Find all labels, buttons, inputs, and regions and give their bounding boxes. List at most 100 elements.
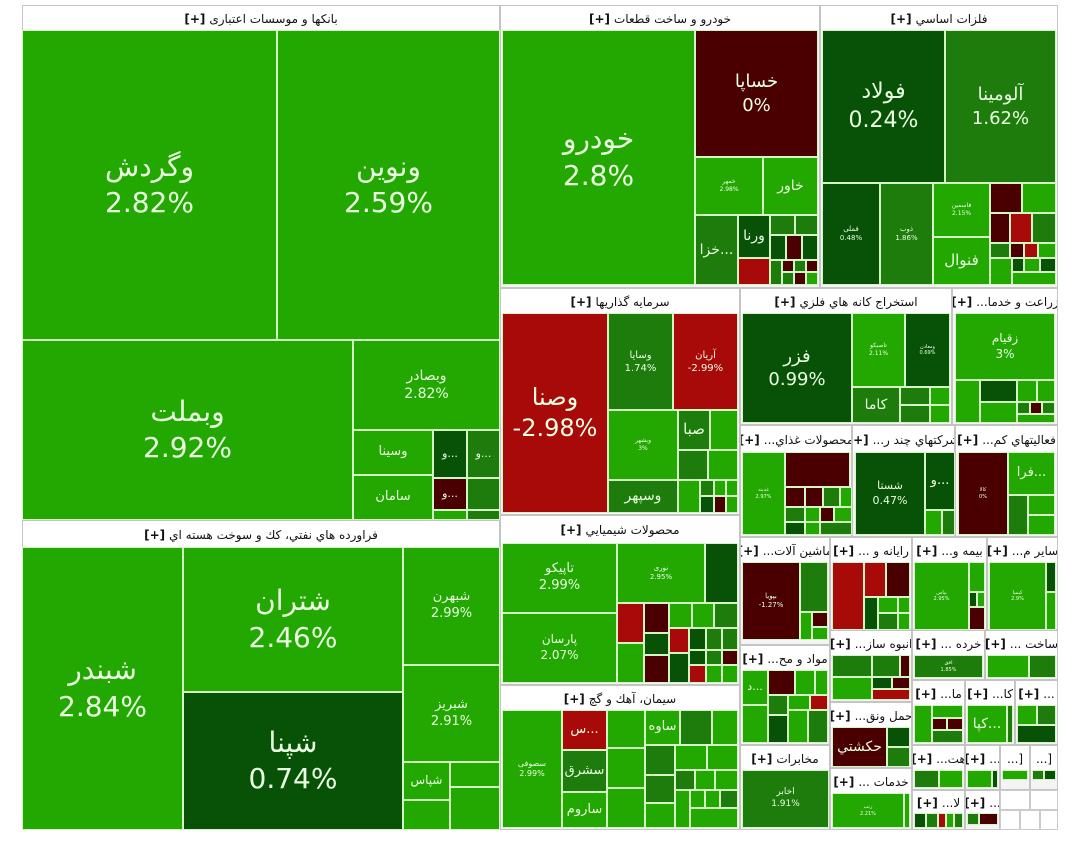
- stock-tile[interactable]: خاور: [763, 157, 818, 215]
- sector-header[interactable]: ساخت ... [+]: [986, 631, 1057, 656]
- stock-tile-small[interactable]: [690, 808, 738, 828]
- sector-header[interactable]: ...[+]: [966, 791, 999, 814]
- stock-tile-small[interactable]: [675, 745, 707, 770]
- stock-tile-small[interactable]: [832, 562, 864, 630]
- stock-tile-small[interactable]: [977, 592, 985, 607]
- stock-tile[interactable]: آلومینا 1.62%: [945, 30, 1056, 183]
- stock-tile[interactable]: شپاس: [403, 762, 450, 800]
- stock-tile-small[interactable]: [955, 380, 980, 423]
- stock-tile[interactable]: ذوب 1.86%: [880, 183, 933, 285]
- stock-tile-small[interactable]: [810, 695, 828, 710]
- stock-tile[interactable]: شبریز 2.91%: [403, 665, 500, 762]
- expand-sector-button[interactable]: [+]: [563, 691, 585, 706]
- stock-tile-small[interactable]: [967, 813, 979, 825]
- sector-header[interactable]: محصولات غذاي...[+]: [741, 426, 851, 453]
- expand-sector-button[interactable]: [+]: [915, 686, 937, 701]
- stock-tile-small[interactable]: [938, 813, 946, 828]
- stock-tile-small[interactable]: [1028, 515, 1055, 535]
- stock-tile[interactable]: [705, 543, 738, 603]
- expand-sector-button[interactable]: [+]: [560, 523, 582, 537]
- stock-tile-small[interactable]: [969, 607, 985, 630]
- stock-tile-small[interactable]: [706, 665, 722, 683]
- expand-sector-button[interactable]: [+]: [890, 11, 912, 26]
- stock-tile-small[interactable]: [805, 522, 820, 535]
- stock-tile-small[interactable]: [645, 803, 675, 828]
- stock-tile-small[interactable]: [823, 487, 840, 507]
- stock-tile-small[interactable]: [782, 272, 794, 285]
- stock-tile-small[interactable]: [1030, 402, 1042, 414]
- stock-tile-small[interactable]: [1017, 725, 1056, 743]
- stock-tile-small[interactable]: [886, 562, 910, 597]
- stock-tile-small[interactable]: [722, 650, 738, 665]
- stock-tile-small[interactable]: [1042, 402, 1055, 414]
- stock-tile-small[interactable]: [675, 790, 690, 828]
- expand-sector-button[interactable]: [+]: [916, 795, 938, 810]
- stock-tile-small[interactable]: [914, 705, 932, 743]
- stock-tile-small[interactable]: [794, 260, 806, 272]
- stock-tile-small[interactable]: [644, 655, 669, 683]
- stock-tile[interactable]: فولاد 0.24%: [822, 30, 945, 183]
- stock-tile[interactable]: کاما: [852, 387, 900, 423]
- stock-tile[interactable]: تاصیکو 2.11%: [852, 313, 905, 387]
- stock-tile-small[interactable]: [1010, 243, 1024, 258]
- stock-tile-small[interactable]: [864, 562, 886, 597]
- stock-tile[interactable]: بپاس 2.95%: [914, 562, 969, 630]
- stock-tile-small[interactable]: [800, 612, 812, 640]
- stock-tile-small[interactable]: [644, 603, 669, 633]
- stock-tile-small[interactable]: [726, 480, 738, 496]
- expand-sector-button[interactable]: [+]: [1018, 686, 1040, 701]
- stock-tile[interactable]: شبندر 2.84%: [22, 547, 183, 830]
- stock-tile[interactable]: وبصادر 2.82%: [353, 340, 500, 430]
- sector-header[interactable]: خودرو و ساخت قطعات [+]: [501, 6, 819, 31]
- stock-tile-small[interactable]: [806, 272, 818, 285]
- stock-tile[interactable]: و...: [467, 430, 500, 478]
- stock-tile-small[interactable]: [1017, 402, 1030, 414]
- stock-tile-small[interactable]: [785, 452, 850, 487]
- sector-header[interactable]: بيمه و... [+]: [913, 538, 986, 563]
- stock-tile-small[interactable]: [1007, 705, 1013, 743]
- stock-tile-small[interactable]: [669, 653, 689, 683]
- stock-tile-small[interactable]: [1017, 705, 1037, 725]
- stock-tile-small[interactable]: [715, 770, 738, 790]
- stock-tile-small[interactable]: [914, 770, 939, 788]
- expand-sector-button[interactable]: [+]: [774, 294, 796, 309]
- stock-tile-small[interactable]: [714, 496, 726, 513]
- stock-tile-small[interactable]: [1008, 495, 1028, 535]
- stock-tile-small[interactable]: [617, 603, 644, 643]
- stock-tile-small[interactable]: [678, 450, 708, 480]
- expand-sector-button[interactable]: [+]: [144, 527, 166, 542]
- sector-header[interactable]: ...[+]: [966, 746, 999, 771]
- stock-tile[interactable]: و...: [433, 430, 467, 478]
- expand-sector-button[interactable]: [+]: [967, 686, 989, 701]
- sector-header[interactable]: خرده ... [+]: [913, 631, 984, 656]
- stock-tile[interactable]: وسایا 1.74%: [608, 313, 673, 410]
- stock-tile-small[interactable]: [1029, 655, 1056, 678]
- stock-tile-small[interactable]: [947, 718, 963, 730]
- stock-tile-small[interactable]: [820, 522, 852, 535]
- stock-tile-small[interactable]: [607, 710, 645, 748]
- sector-header[interactable]: [...: [1031, 746, 1057, 771]
- sector-header[interactable]: مواد و مح... [+]: [741, 646, 829, 671]
- stock-tile[interactable]: فاسمین 2.15%: [933, 183, 990, 237]
- stock-tile-small[interactable]: [607, 788, 645, 828]
- stock-tile-small[interactable]: [450, 762, 500, 787]
- stock-tile-small[interactable]: [785, 507, 805, 522]
- expand-sector-button[interactable]: [+]: [741, 543, 759, 558]
- stock-tile-small[interactable]: [864, 597, 878, 630]
- stock-tile-small[interactable]: [946, 813, 954, 828]
- expand-sector-button[interactable]: [+]: [742, 651, 764, 666]
- stock-tile-small[interactable]: [1010, 213, 1032, 243]
- stock-tile[interactable]: شپنا 0.74%: [183, 692, 403, 830]
- expand-sector-button[interactable]: [+]: [953, 294, 973, 309]
- stock-tile-small[interactable]: [768, 670, 795, 695]
- stock-tile-small[interactable]: [834, 507, 852, 522]
- sector-header[interactable]: کا... [+]: [966, 681, 1014, 706]
- stock-tile-small[interactable]: [1002, 770, 1028, 780]
- stock-tile[interactable]: کپا...: [967, 705, 1007, 743]
- stock-tile-small[interactable]: [990, 243, 1010, 258]
- stock-tile-small[interactable]: [1012, 258, 1024, 272]
- stock-tile-small[interactable]: [1022, 183, 1056, 213]
- stock-tile-small[interactable]: [878, 613, 898, 630]
- stock-tile-small[interactable]: [942, 510, 955, 535]
- sector-header[interactable]: فراورده هاي نفتي، كك و سوخت هسته اي [+]: [23, 521, 499, 548]
